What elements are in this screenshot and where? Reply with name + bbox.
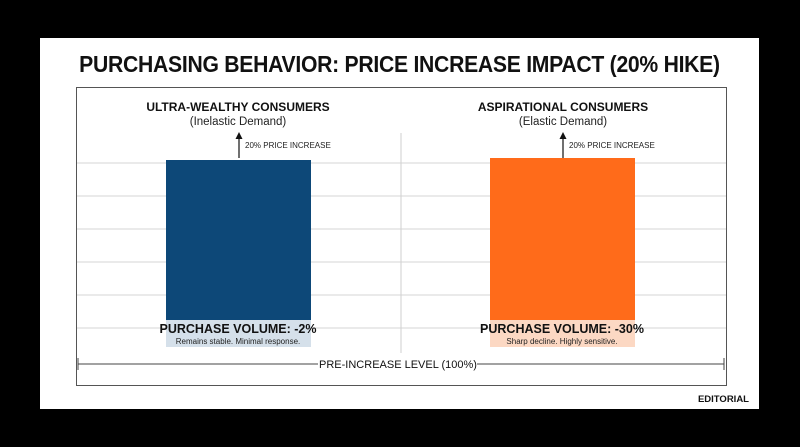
annotation-ultra: 20% PRICE INCREASE — [245, 141, 331, 150]
price-increase-arrow-ultra — [235, 132, 243, 158]
volume-label-bg-aspirational — [490, 320, 635, 347]
volume-label-ultra: PURCHASE VOLUME: -2% — [160, 322, 317, 336]
note-ultra: Remains stable. Minimal response. — [176, 337, 301, 346]
chart-title: PURCHASING BEHAVIOR: PRICE INCREASE IMPA… — [79, 51, 720, 77]
bar-aspirational — [490, 158, 635, 347]
baseline-label: PRE-INCREASE LEVEL (100%) — [319, 359, 477, 371]
price-increase-arrow-aspirational — [559, 132, 567, 158]
chart-svg: ULTRA-WEALTHY CONSUMERS (Inelastic Deman… — [77, 100, 726, 371]
volume-label-bg-ultra — [166, 320, 311, 347]
panel-title-aspirational: ASPIRATIONAL CONSUMERS — [478, 100, 648, 114]
chart-frame — [76, 87, 727, 386]
chart-card: PURCHASING BEHAVIOR: PRICE INCREASE IMPA… — [40, 38, 759, 409]
footer-label: EDITORIAL — [697, 394, 749, 405]
panel-subtitle-ultra: (Inelastic Demand) — [190, 116, 287, 128]
baseline-bracket — [77, 358, 725, 370]
annotation-aspirational: 20% PRICE INCREASE — [569, 141, 655, 150]
panel-subtitle-aspirational: (Elastic Demand) — [519, 116, 607, 128]
panel-title-ultra: ULTRA-WEALTHY CONSUMERS — [146, 100, 329, 114]
bar-ultra-wealthy — [166, 160, 311, 347]
note-aspirational: Sharp decline. Highly sensitive. — [506, 337, 617, 346]
volume-label-aspirational: PURCHASE VOLUME: -30% — [480, 322, 644, 336]
